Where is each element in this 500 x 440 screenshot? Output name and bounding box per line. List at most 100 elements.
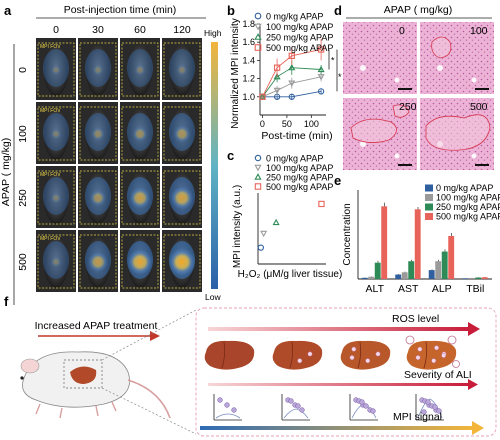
b-legend-label: 0 mg/kg APAP	[266, 12, 323, 22]
mpi-image: MPI FOV	[36, 38, 76, 100]
mpi-image: MPI FOV	[36, 230, 76, 292]
e-bar	[441, 251, 448, 279]
mouse-liver-highlight	[63, 359, 103, 389]
treatment-arrow-head	[150, 331, 160, 341]
b-legend-label: 500 mg/kg APAP	[266, 43, 333, 53]
b-legend-label: 100 mg/kg APAP	[266, 22, 333, 32]
colorbar	[211, 42, 218, 289]
ros-particle	[415, 355, 421, 361]
severity-label: Severity of ALI	[404, 369, 472, 381]
c-point	[318, 200, 325, 208]
zoom-line-bottom	[101, 387, 197, 435]
b-series-line	[262, 67, 322, 98]
mpi-particle	[231, 407, 237, 413]
fov-label: MPI FOV	[40, 172, 61, 178]
mpi-particle	[295, 403, 301, 409]
b-legend-label: 250 mg/kg APAP	[266, 33, 333, 43]
time-label: 60	[134, 24, 146, 36]
e-bar	[374, 262, 381, 279]
e-legend-label: 250 mg/kg APAP	[436, 202, 500, 212]
b-y-tick-label: 1.2	[242, 74, 255, 84]
panel-f-letter: f	[4, 294, 9, 309]
c-legend-label: 0 mg/kg APAP	[266, 154, 323, 164]
mpi-particle	[359, 399, 365, 405]
lesion-outline	[431, 36, 452, 59]
mpi-image	[78, 102, 118, 164]
mpi-image	[120, 102, 160, 164]
b-point	[273, 73, 281, 80]
panel-f: f Increased APAP treatment ROS level Se	[4, 294, 497, 437]
panel-a-letter: a	[4, 3, 12, 18]
mpi-signal-inset	[213, 394, 242, 421]
b-legend-marker	[254, 12, 262, 20]
fov-label: MPI FOV	[40, 108, 61, 114]
he-image: 250	[343, 98, 417, 170]
mpi-particle	[217, 397, 223, 403]
b-sig-star: *	[331, 55, 335, 65]
e-bar	[468, 277, 475, 279]
b-y-tick-label: 1.8	[242, 19, 255, 29]
mpi-particle	[436, 408, 442, 414]
he-image: 0	[343, 22, 417, 94]
mpi-image	[78, 166, 118, 228]
scale-bar	[475, 164, 489, 166]
e-bar	[395, 274, 402, 279]
he-dose-label: 500	[470, 101, 488, 113]
mpi-label: MPI signal	[393, 411, 442, 423]
ros-particle	[375, 351, 381, 357]
mpi-signal-inset	[349, 394, 378, 421]
e-legend-label: 100 mg/kg APAP	[436, 192, 500, 202]
panel-d: d APAP ( mg/kg) 0 100 250 500	[334, 3, 494, 170]
b-point	[288, 80, 296, 87]
mpi-arrow-bar	[200, 426, 472, 430]
scale-bar	[398, 88, 412, 90]
c-y-axis-title: MPI intensity (a.u.)	[232, 185, 243, 268]
mpi-image	[120, 38, 160, 100]
ros-particle	[297, 358, 303, 364]
e-bar	[428, 270, 435, 279]
ros-particle	[431, 358, 437, 364]
scale-bar	[398, 164, 412, 166]
b-x-axis-title: Post-time (min)	[261, 130, 332, 142]
time-label: 0	[53, 24, 59, 36]
mpi-image	[120, 230, 160, 292]
he-dose-label: 100	[470, 25, 488, 37]
liver-illustration	[405, 335, 460, 370]
panel-e: e Concentration ALT AST ALP TBil 0 mg/kg APAP…	[334, 173, 500, 295]
colorbar-low-label: Low	[205, 292, 221, 302]
c-point	[257, 244, 264, 251]
b-point	[288, 52, 295, 59]
ros-particle	[307, 351, 313, 357]
lesion-outline	[425, 114, 491, 151]
he-image: 100	[420, 22, 494, 94]
e-category-label: ALP	[432, 283, 452, 295]
e-bar	[408, 261, 415, 279]
scale-bar	[475, 88, 489, 90]
panel-e-letter: e	[334, 173, 341, 188]
mpi-signal-inset	[281, 394, 310, 421]
b-point	[288, 93, 295, 100]
dose-label: 100	[17, 125, 29, 143]
mpi-particle	[432, 404, 438, 410]
e-legend-label: 0 mg/kg APAP	[436, 183, 493, 193]
treatment-label: Increased APAP treatment	[35, 320, 158, 332]
b-point	[317, 88, 325, 95]
mpi-image: MPI FOV	[36, 166, 76, 228]
c-x-axis-title: H₂O₂ (μM/g liver tissue)	[238, 269, 343, 280]
b-series-line	[262, 90, 322, 98]
ros-particle	[441, 353, 447, 358]
b-x-tick-label: 0	[260, 119, 265, 129]
mpi-particle	[425, 399, 431, 405]
panel-b-letter: b	[227, 3, 235, 18]
e-bar	[381, 206, 388, 279]
c-point	[272, 218, 280, 226]
b-x-tick-label: 100	[304, 119, 319, 129]
b-point	[273, 87, 281, 95]
b-y-tick-label: 1.0	[242, 92, 255, 102]
b-point	[317, 65, 325, 73]
mpi-particle	[224, 402, 230, 408]
he-image: 500	[420, 98, 494, 170]
mpi-arrow-head	[472, 421, 484, 435]
c-legend-marker	[254, 173, 262, 180]
mpi-image	[162, 166, 202, 228]
